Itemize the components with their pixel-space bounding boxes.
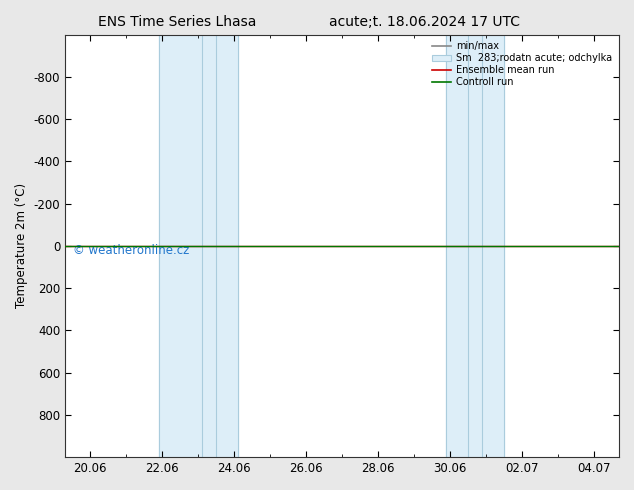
Legend: min/max, Sm  283;rodatn acute; odchylka, Ensemble mean run, Controll run: min/max, Sm 283;rodatn acute; odchylka, … <box>430 40 614 89</box>
Text: © weatheronline.cz: © weatheronline.cz <box>74 244 190 257</box>
Bar <box>158 35 238 457</box>
Text: acute;t. 18.06.2024 17 UTC: acute;t. 18.06.2024 17 UTC <box>329 15 521 29</box>
Text: ENS Time Series Lhasa: ENS Time Series Lhasa <box>98 15 257 29</box>
Y-axis label: Temperature 2m (°C): Temperature 2m (°C) <box>15 183 28 308</box>
Bar <box>446 35 504 457</box>
